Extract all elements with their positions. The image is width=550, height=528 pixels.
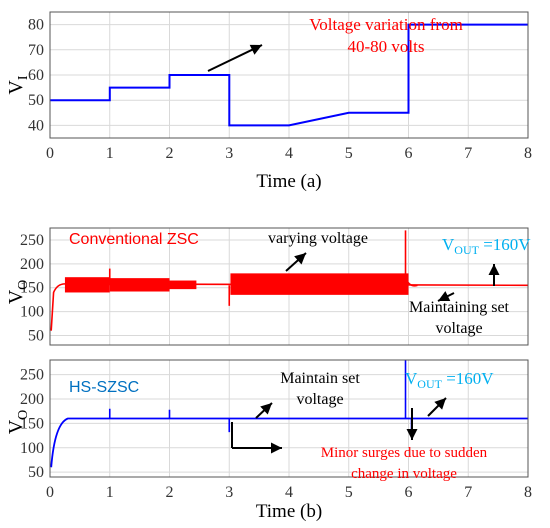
x-tick-label: 2 <box>166 484 174 501</box>
x-tick-label: 0 <box>46 484 54 501</box>
arrow-head <box>249 44 262 55</box>
annotation-maintaining-set-line2: voltage <box>435 320 482 337</box>
y-tick-label: 50 <box>28 327 44 344</box>
series-conventional-zsc <box>50 230 529 331</box>
oscillation-band <box>64 277 110 293</box>
x-tick-label: 5 <box>345 145 353 162</box>
y-tick-label: 70 <box>28 42 44 59</box>
oscillation-band <box>169 280 197 290</box>
y-tick-label: 250 <box>20 232 44 249</box>
y-tick-label: 150 <box>20 415 44 432</box>
x-tick-label: 3 <box>225 484 233 501</box>
annotation-maintaining-set-line1: Maintaining set <box>409 299 510 316</box>
series-line <box>50 417 528 468</box>
y-tick-label: 50 <box>28 464 44 481</box>
annotation-voltage-variation-line1: Voltage variation from <box>309 15 463 34</box>
arrow-head <box>406 429 418 440</box>
x-tick-label: 4 <box>285 145 293 162</box>
series-line <box>50 283 529 331</box>
annotation-maintain-set-line2: voltage <box>296 391 343 408</box>
x-axis-label: Time (a) <box>256 171 321 192</box>
annotation-vout-160v: VOUT =160V <box>442 235 531 257</box>
y-tick-label: 100 <box>20 440 44 457</box>
legend-label-hs-szsc: HS-SZSC <box>69 379 139 396</box>
annotation-arrow <box>427 397 447 417</box>
arrow-head <box>260 403 272 415</box>
x-axis-label: Time (b) <box>256 501 322 522</box>
arrow-head <box>294 253 306 265</box>
annotation-vout-160v: VOUT =160V <box>405 369 494 391</box>
oscillation-band <box>109 278 170 292</box>
y-tick-label: 60 <box>28 67 44 84</box>
x-tick-label: 0 <box>46 145 54 162</box>
settling-curve <box>404 277 418 287</box>
x-tick-label: 5 <box>345 484 353 501</box>
y-tick-label: 40 <box>28 117 44 134</box>
y-axis-label: VO <box>5 280 31 305</box>
annotation-arrow <box>488 264 500 286</box>
plot-border <box>49 11 529 139</box>
x-tick-label: 7 <box>464 145 472 162</box>
annotation-voltage-variation-line2: 40-80 volts <box>348 37 425 56</box>
y-tick-label: 200 <box>20 391 44 408</box>
y-axis-label: VO <box>5 410 31 435</box>
y-tick-label: 200 <box>20 256 44 273</box>
arrow-head <box>488 264 500 275</box>
annotation-varying-voltage: varying voltage <box>268 230 368 247</box>
annotation-arrow <box>406 408 418 440</box>
x-tick-label: 6 <box>405 484 413 501</box>
x-tick-label: 6 <box>405 145 413 162</box>
y-tick-label: 150 <box>20 280 44 297</box>
legend-label-conventional-zsc: Conventional ZSC <box>69 231 199 248</box>
annotation-arrow <box>207 44 263 72</box>
x-tick-label: 8 <box>524 145 532 162</box>
y-tick-label: 100 <box>20 304 44 321</box>
x-tick-label: 7 <box>464 484 472 501</box>
series-line-input-voltage <box>50 23 528 127</box>
plot-border <box>49 359 529 478</box>
plot-border <box>49 227 529 346</box>
annotation-minor-surges-line1: Minor surges due to sudden <box>321 445 488 461</box>
y-tick-label: 80 <box>28 17 44 34</box>
y-tick-label: 250 <box>20 367 44 384</box>
arrow-head <box>438 291 451 301</box>
x-tick-label: 1 <box>106 484 114 501</box>
oscillation-band <box>230 273 409 295</box>
annotation-minor-surges-line2: change in voltage <box>351 466 457 482</box>
x-tick-label: 8 <box>524 484 532 501</box>
x-tick-label: 3 <box>225 145 233 162</box>
annotation-arrow <box>255 402 273 419</box>
annotation-maintain-set-line1: Maintain set <box>280 370 360 387</box>
x-tick-label: 4 <box>285 484 293 501</box>
y-tick-label: 50 <box>28 92 44 109</box>
y-axis-label: VI <box>5 75 31 94</box>
annotation-arrow <box>285 252 307 272</box>
x-tick-label: 2 <box>166 145 174 162</box>
x-tick-label: 1 <box>106 145 114 162</box>
annotation-arrow <box>232 442 282 454</box>
arrow-head <box>271 442 282 454</box>
arrow-head <box>434 398 446 410</box>
annotation-arrow <box>437 291 455 302</box>
